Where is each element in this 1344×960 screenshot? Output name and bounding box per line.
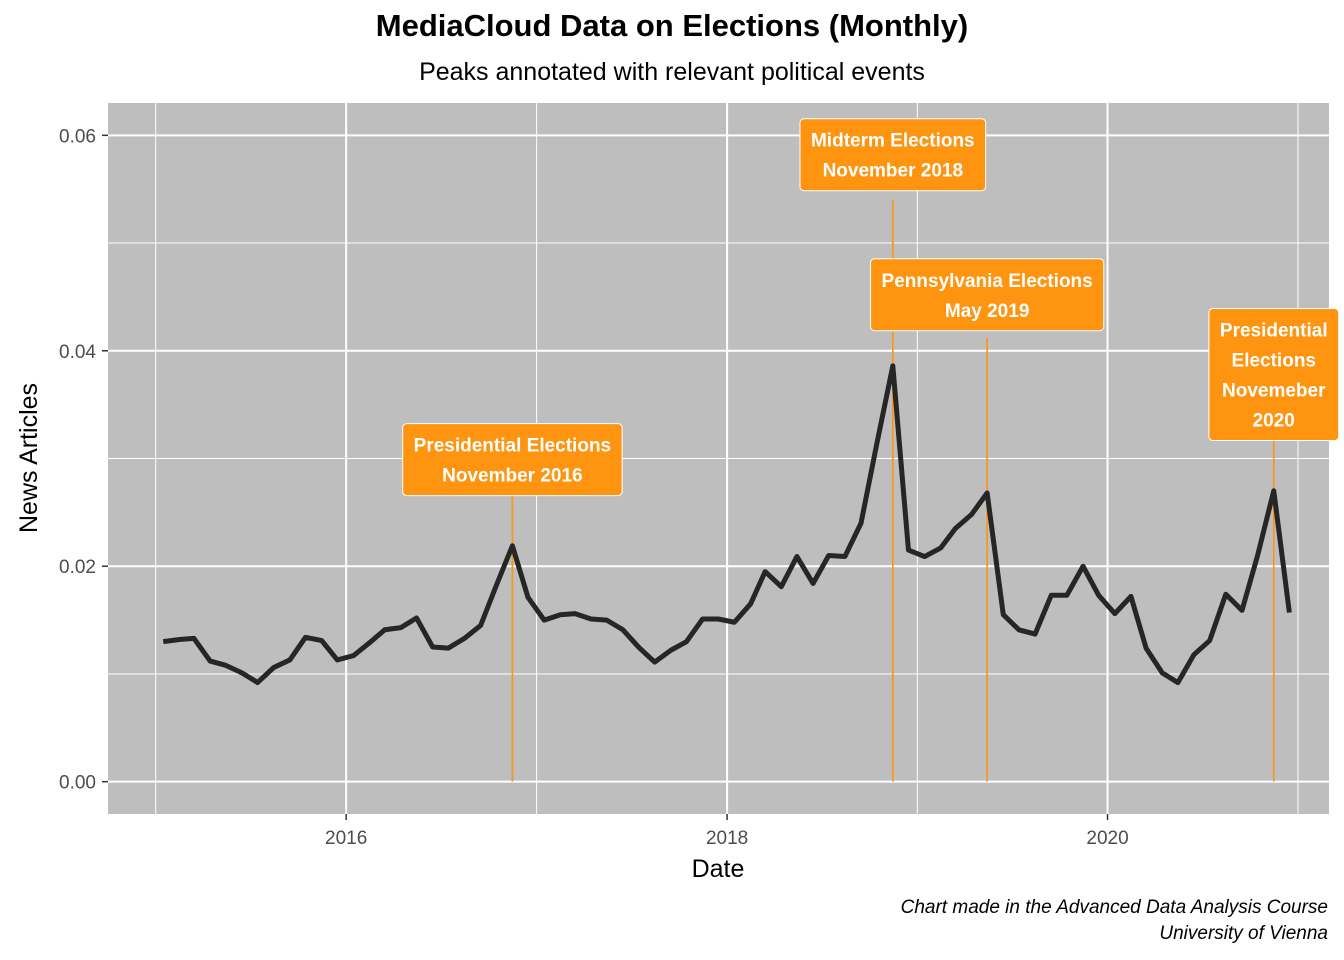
- caption-line-1: Chart made in the Advanced Data Analysis…: [900, 897, 1328, 918]
- annotation-text: November 2018: [823, 161, 963, 182]
- x-axis-title: Date: [692, 855, 745, 883]
- annotation-box: [799, 118, 987, 192]
- annotation-label: Presidential Elections Novemeber 2020: [1208, 307, 1340, 441]
- annotation-box: [870, 258, 1105, 332]
- annotation-text: November 2016: [442, 466, 582, 487]
- x-tick-label: 2016: [325, 828, 367, 849]
- chart-subtitle: Peaks annotated with relevant political …: [419, 58, 925, 86]
- annotation-box: [402, 423, 623, 497]
- annotation-label: Presidential Elections November 2016: [402, 423, 623, 497]
- y-tick-label: 0.04: [59, 342, 96, 363]
- annotation-text: May 2019: [945, 301, 1030, 322]
- y-tick-label: 0.06: [59, 126, 96, 147]
- annotation-text: Presidential: [1220, 320, 1328, 341]
- major-gridlines: [108, 103, 1329, 814]
- annotation-text: Novemeber: [1222, 380, 1326, 401]
- annotation-labels: Presidential Elections November 2016 Midte…: [402, 118, 1340, 497]
- series-line: [162, 363, 1292, 686]
- x-tick-label: 2020: [1086, 828, 1128, 849]
- annotation-text: Elections: [1232, 350, 1316, 371]
- x-axis: 2016 2018 2020: [325, 814, 1129, 849]
- y-tick-label: 0.00: [59, 773, 96, 794]
- y-tick-label: 0.02: [59, 557, 96, 578]
- chart-title: MediaCloud Data on Elections (Monthly): [375, 8, 969, 43]
- y-axis-title: News Articles: [15, 383, 43, 533]
- annotation-text: 2020: [1253, 410, 1295, 431]
- annotation-box: [1208, 307, 1340, 441]
- annotation-text: Pennsylvania Elections: [882, 271, 1093, 292]
- annotation-text: Midterm Elections: [811, 131, 975, 152]
- x-tick-label: 2018: [706, 828, 748, 849]
- caption-line-2: University of Vienna: [1159, 923, 1328, 944]
- annotation-text: Presidential Elections: [414, 436, 611, 457]
- y-axis: 0.00 0.02 0.04 0.06: [59, 126, 108, 794]
- annotation-label: Midterm Elections November 2018: [799, 118, 987, 192]
- annotation-label: Pennsylvania Elections May 2019: [870, 258, 1105, 332]
- data-points: [163, 365, 1290, 683]
